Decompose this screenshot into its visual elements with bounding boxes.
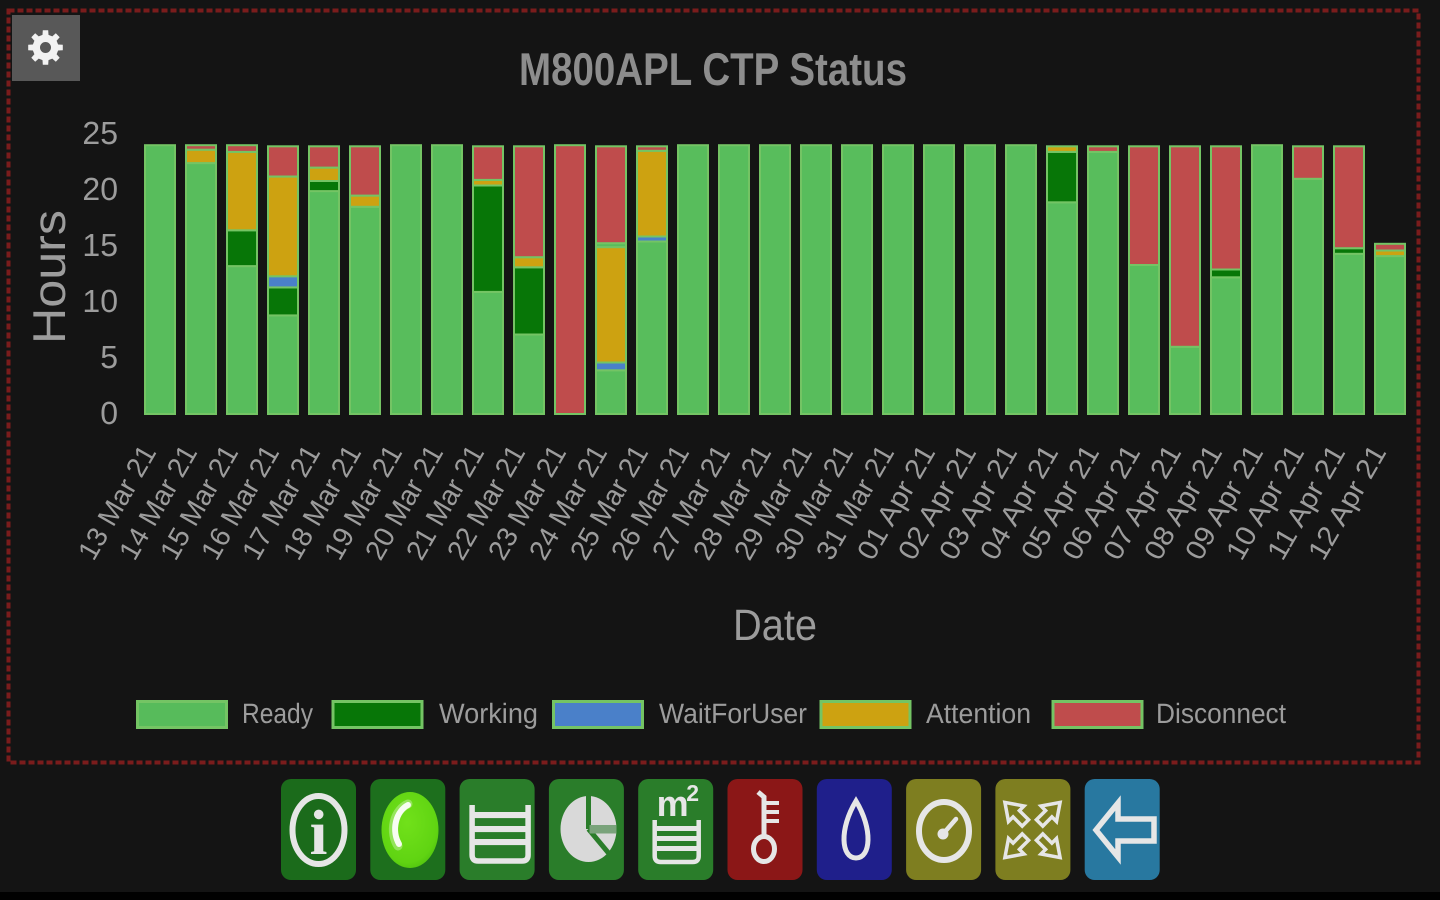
svg-text:M800APL CTP Status: M800APL CTP Status	[519, 43, 907, 95]
svg-text:20: 20	[82, 171, 118, 207]
svg-text:Ready: Ready	[242, 698, 313, 729]
svg-text:WaitForUser: WaitForUser	[659, 698, 807, 729]
svg-text:i: i	[310, 797, 328, 868]
svg-text:Attention: Attention	[926, 698, 1031, 729]
svg-text:Hours: Hours	[23, 210, 75, 344]
svg-text:5: 5	[100, 339, 118, 375]
svg-text:25: 25	[82, 115, 118, 151]
svg-text:Date: Date	[733, 601, 817, 650]
svg-text:Working: Working	[439, 698, 538, 729]
svg-text:2: 2	[686, 780, 699, 806]
svg-text:Disconnect: Disconnect	[1156, 698, 1286, 729]
svg-text:0: 0	[100, 395, 118, 431]
svg-text:10: 10	[82, 283, 118, 319]
svg-text:m: m	[657, 783, 689, 824]
svg-text:15: 15	[82, 227, 118, 263]
